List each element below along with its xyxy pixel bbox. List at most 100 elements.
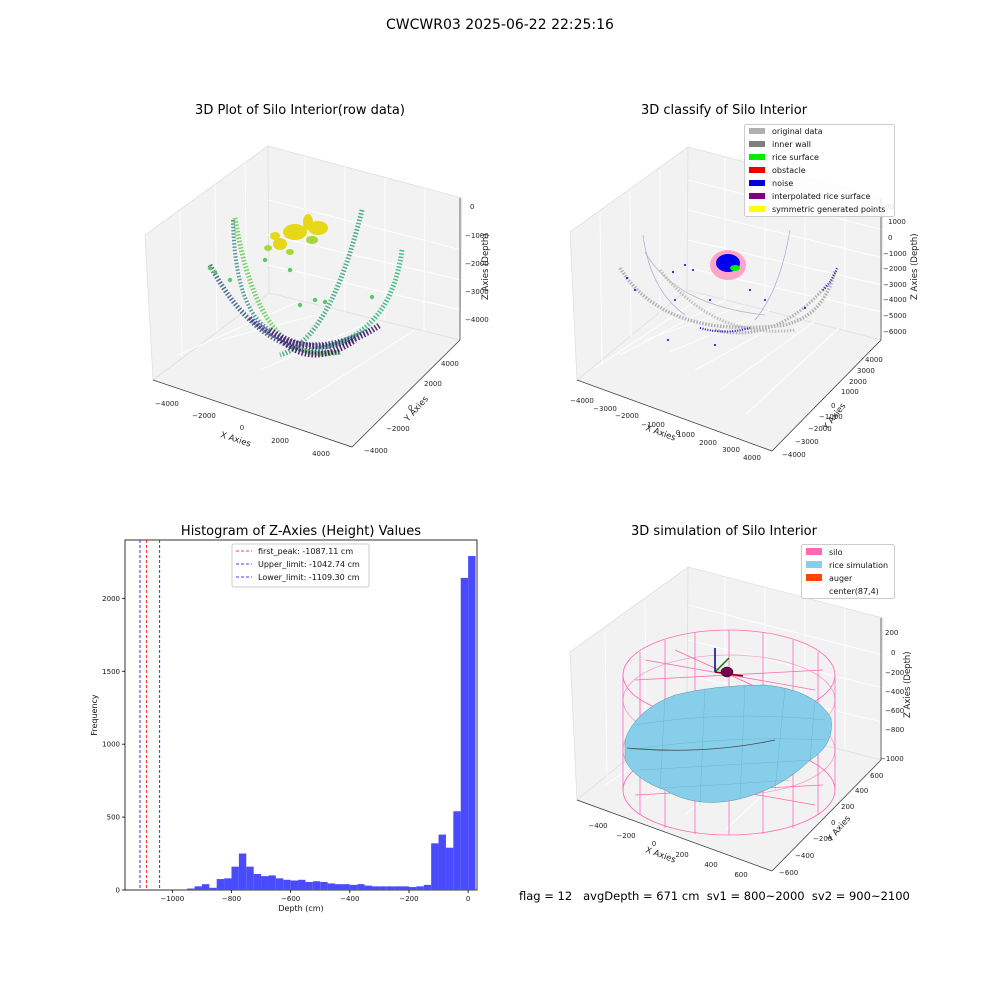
histogram-bar [246,866,254,890]
axis-y-arrow [714,657,730,673]
histogram-bar [416,886,424,890]
raw-scan-arc [207,263,341,356]
histogram-bar [201,884,210,890]
figure-title: CWCWR03 2025-06-22 22:25:16 [386,17,614,33]
sim-xtick: −200 [616,832,635,840]
simulation-3d-plot: −400 −200 0 200 400 600 −600 −400 −200 0… [569,566,913,879]
histogram-bar [305,881,313,890]
raw-scan-arc [248,316,372,348]
raw-ytick: 4000 [441,360,459,368]
sim-xtick: −400 [588,822,607,830]
histogram-y-tick-label: 1500 [102,668,120,676]
sim-ytick: 0 [831,819,835,827]
classify-xtick: 1000 [677,431,695,439]
histogram-legend-label: Upper_limit: -1042.74 cm [258,560,360,569]
sim-ytick: 400 [855,787,868,795]
sim-ztick: −600 [885,707,904,715]
histogram-bar [327,883,336,890]
simulation-legend-swatch [806,548,822,555]
classify-noise-arc [699,327,751,333]
raw-xtick: 0 [240,424,244,432]
sim-xtick: 200 [675,851,688,859]
classify-rice-points [730,265,740,271]
classify-ztick: 1000 [888,218,906,226]
classify-legend: original data inner wall rice surface ob… [744,124,895,217]
histogram-bar [386,886,395,890]
auger-icon [720,666,734,678]
sim-ztick: −200 [885,669,904,677]
raw-scatter-points [207,257,375,308]
classify-wall-arc [642,234,686,316]
raw-ytick: −2000 [386,425,410,433]
classify-xtick: 3000 [722,446,740,454]
histogram-bar [312,881,321,890]
classify-legend-label: interpolated rice surface [772,192,870,201]
raw-ztick: −3000 [465,288,489,296]
rice-simulation-surface [624,684,832,803]
classify-wall-arc [644,251,766,316]
histogram-y-tick-label: 0 [116,887,120,895]
classify-legend-label: inner wall [772,140,811,149]
histogram-bar [349,884,358,890]
histogram-frame [124,539,478,891]
sim-xtick: 0 [652,840,656,848]
raw-zlabel: Z Axies (Depth) [481,233,491,300]
simulation-legend-label: silo [829,548,843,557]
histogram-x-tick-label: −200 [399,895,418,903]
histogram-reference-lines [139,540,161,890]
classify-legend-swatch [749,193,765,199]
classify-ytick: 4000 [865,356,883,364]
classify-wall-arc [714,284,829,335]
histogram-y-tick-label: 2000 [102,595,120,603]
histogram-bar [187,888,195,890]
raw-ztick: −2000 [465,260,489,268]
histogram-legend-label: Lower_limit: -1109.30 cm [258,573,360,582]
histogram-bar [342,884,350,890]
classify-legend-frame [744,124,895,217]
raw-point-cloud [207,209,405,358]
sim-ztick: −1000 [880,755,904,763]
histogram-bar [401,886,409,890]
raw-grid [177,156,463,401]
histogram-ylabel: Frequency [90,694,99,736]
raw-ztick: 0 [470,203,474,211]
histogram-bars [187,556,476,890]
raw-xlabel: X Axies [219,430,252,449]
classify-xtick: 0 [676,429,680,437]
classify-ztick: −2000 [883,265,907,273]
classify-zlabel: Z Axies (Depth) [910,233,920,300]
raw-ytick: 2000 [424,380,442,388]
histogram-bar [453,811,461,890]
histogram-bar [320,881,328,890]
classify-ytick: 0 [831,402,835,410]
histogram-legend-frame [231,543,370,588]
sim-xtick: 400 [704,861,717,869]
histogram-bar [460,577,469,890]
histogram-legend: first_peak: -1087.11 cm Upper_limit: -104… [231,543,370,588]
classify-legend-swatch [749,167,765,173]
classify-wall-arc [754,229,791,321]
raw-ytick: 0 [408,404,412,412]
histogram-bar [423,884,432,890]
histogram-bar [298,879,306,890]
simulation-legend: silo rice simulation auger center(87,4) [801,544,895,599]
classify-xtick: −4000 [570,397,594,405]
sim-ztick: 0 [891,649,895,657]
raw-ylabel: Y Axies [402,394,431,425]
sim-ztick: −400 [885,688,904,696]
classify-grid [594,157,884,416]
raw-ytick: −4000 [364,447,388,455]
histogram-y-ticks: 0 500 1000 1500 2000 [102,595,125,895]
histogram-chart: −1000 −800 −600 −400 −200 0 0500100015002000 … [90,539,478,913]
histogram-bar [394,886,402,890]
simulation-legend-label: auger [829,574,853,583]
classify-noise-points [626,264,806,346]
classify-point-cloud [618,229,838,335]
classify-ytick: −2000 [808,425,832,433]
histogram-x-tick-label: −800 [222,895,241,903]
histogram-bar [445,847,454,890]
histogram-bar [438,834,446,890]
classify-legend-swatch [749,141,765,147]
classify-plot-title: 3D classify of Silo Interior [640,103,808,118]
sim-ytick: −600 [779,869,798,877]
